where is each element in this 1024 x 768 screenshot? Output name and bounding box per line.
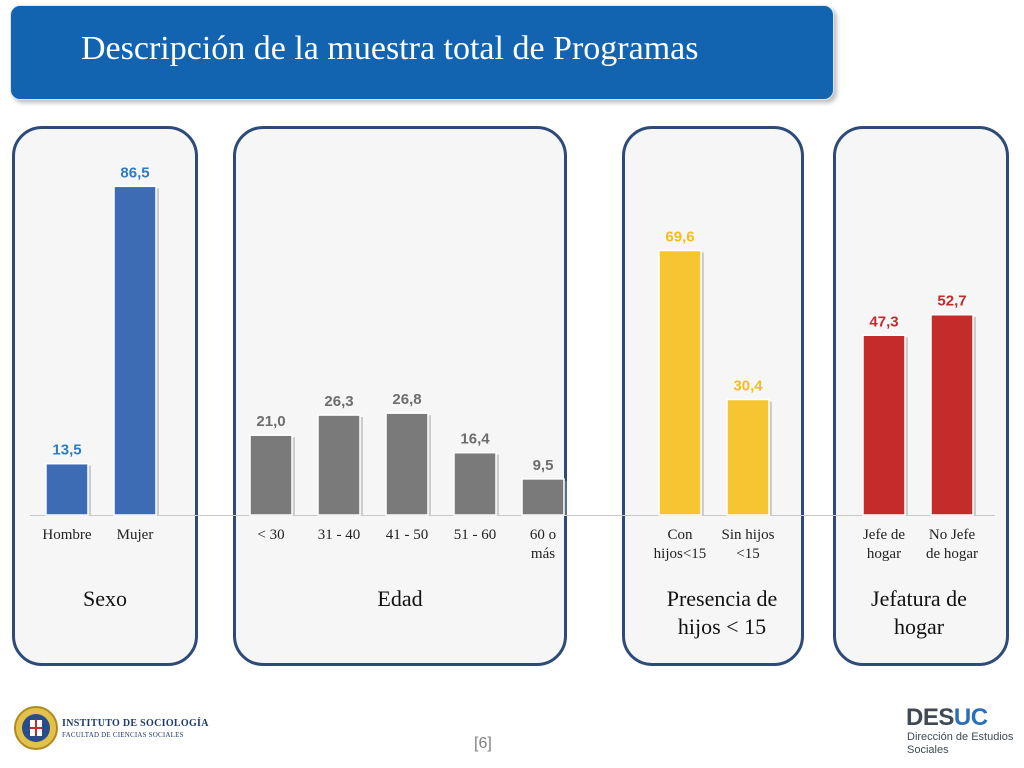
bar xyxy=(862,334,906,516)
panel-hijos xyxy=(622,126,804,666)
bar xyxy=(317,414,361,516)
group-label-jefatura-line1: Jefatura de xyxy=(871,586,967,611)
category-label: 60 o xyxy=(530,527,556,543)
category-label: 31 - 40 xyxy=(318,527,361,543)
desuc-wordmark-b: UC xyxy=(953,704,988,731)
bar xyxy=(930,313,974,516)
bar xyxy=(45,462,89,516)
title-bar: Descripción de la muestra total de Progr… xyxy=(10,5,834,100)
desuc-logo: DESUC Dirección de Estudios Sociales xyxy=(906,704,1016,760)
group-label-jefatura: Jefatura de hogar xyxy=(819,585,1019,641)
category-label: 41 - 50 xyxy=(386,527,429,543)
institute-name: INSTITUTO DE SOCIOLOGÍA xyxy=(62,718,209,729)
panel-sexo xyxy=(12,126,198,666)
category-label: < 30 xyxy=(257,527,284,543)
bar xyxy=(658,249,702,516)
category-label: hijos<15 xyxy=(654,546,707,562)
faculty-name: FACULTAD DE CIENCIAS SOCIALES xyxy=(62,731,184,739)
category-label: Hombre xyxy=(42,527,91,543)
group-label-hijos: Presencia de hijos < 15 xyxy=(622,585,822,641)
institute-logo: INSTITUTO DE SOCIOLOGÍA FACULTAD DE CIEN… xyxy=(14,700,214,756)
category-label: Mujer xyxy=(117,527,154,543)
desuc-wordmark-a: DES xyxy=(906,704,954,731)
category-label: de hogar xyxy=(926,546,978,562)
category-label: hogar xyxy=(867,546,901,562)
page-number: [6] xyxy=(474,735,492,752)
group-label-sexo: Sexo xyxy=(83,586,127,611)
category-label: Con xyxy=(667,527,693,543)
category-label: más xyxy=(531,546,555,562)
category-label: 51 - 60 xyxy=(454,527,497,543)
bar xyxy=(521,478,565,516)
data-label: 52,7 xyxy=(937,293,966,310)
desuc-subtitle: Dirección de Estudios Sociales xyxy=(907,731,1017,757)
data-label: 26,3 xyxy=(324,393,353,410)
data-label: 86,5 xyxy=(120,164,149,181)
data-label: 30,4 xyxy=(733,377,763,394)
group-label-jefatura-line2: hogar xyxy=(893,614,945,639)
bar xyxy=(113,185,157,516)
category-label: No Jefe xyxy=(929,527,976,543)
university-seal-icon xyxy=(14,706,58,750)
category-label: Sin hijos xyxy=(722,527,775,543)
data-label: 21,0 xyxy=(256,413,285,430)
data-label: 47,3 xyxy=(869,313,898,330)
desuc-subtitle-line2: Sociales xyxy=(907,744,949,756)
data-label: 13,5 xyxy=(52,442,81,459)
group-label-hijos-line1: Presencia de xyxy=(666,586,778,611)
desuc-wordmark: DESUC xyxy=(906,704,988,732)
bar xyxy=(385,412,429,516)
data-label: 9,5 xyxy=(533,457,554,474)
page-title: Descripción de la muestra total de Progr… xyxy=(81,30,699,67)
group-label-hijos-line2: hijos < 15 xyxy=(677,614,767,639)
data-label: 26,8 xyxy=(392,391,421,408)
category-label: Jefe de xyxy=(863,527,905,543)
panel-edad xyxy=(233,126,567,666)
bar xyxy=(453,451,497,516)
data-label: 16,4 xyxy=(460,431,490,448)
desuc-subtitle-line1: Dirección de Estudios xyxy=(907,731,1014,743)
data-label: 69,6 xyxy=(665,229,694,246)
bar xyxy=(726,398,770,516)
group-label-edad: Edad xyxy=(377,586,423,611)
category-label: <15 xyxy=(736,546,759,562)
bar xyxy=(249,434,293,516)
